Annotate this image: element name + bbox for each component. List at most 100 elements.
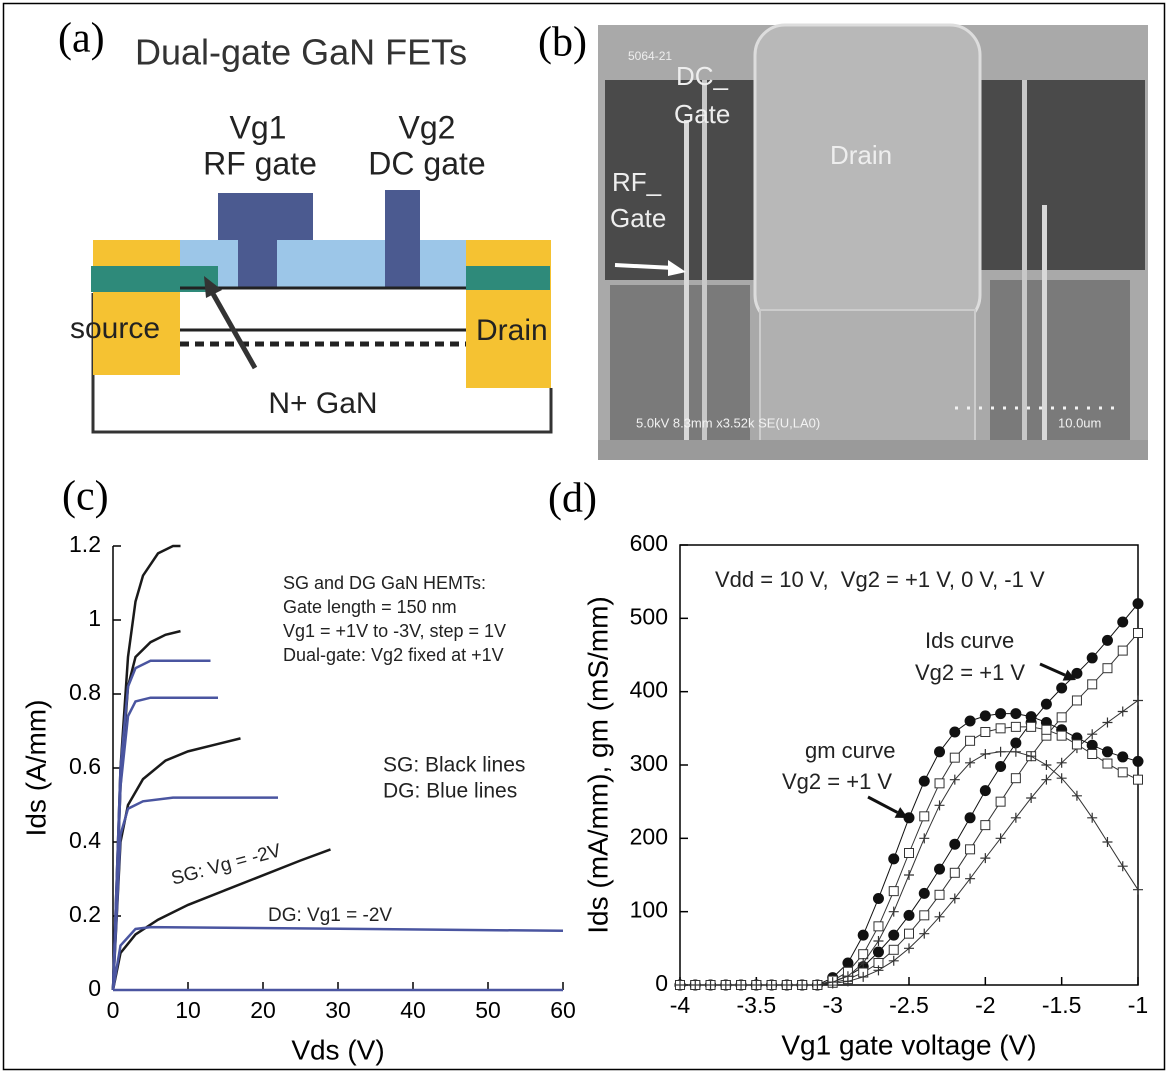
gate-label: Vg1 — [230, 109, 287, 145]
marker — [873, 947, 884, 958]
marker — [935, 779, 944, 788]
marker — [995, 708, 1006, 719]
marker — [919, 776, 930, 787]
marker — [904, 910, 915, 921]
marker — [981, 821, 990, 830]
marker — [980, 710, 991, 721]
marker — [920, 911, 929, 920]
y-tick-label: 100 — [630, 897, 668, 923]
x-tick-label: 20 — [250, 997, 276, 1023]
marker — [1103, 759, 1112, 768]
marker — [980, 785, 991, 796]
x-axis-title: Vg1 gate voltage (V) — [781, 1029, 1036, 1060]
y-tick-label: 300 — [630, 750, 668, 776]
sem-label: Gate — [610, 203, 666, 233]
sem-drain-pad — [755, 25, 980, 325]
annotation: Dual-gate: Vg2 fixed at +1V — [283, 645, 504, 665]
marker — [1118, 646, 1127, 655]
annotation: Vdd = 10 V, Vg2 = +1 V, 0 V, -1 V — [715, 567, 1045, 592]
sem-gate — [1042, 205, 1047, 450]
x-tick-label: -2 — [975, 992, 995, 1018]
marker — [965, 812, 976, 823]
micrograph: 5064-21 DC_ Gate RF_ Gate Drain 5.0kV 8.… — [598, 25, 1148, 460]
marker — [888, 853, 899, 864]
rf-gate — [218, 193, 313, 240]
diagram-title: Dual-gate GaN FETs — [135, 32, 467, 73]
y-tick-label: 500 — [630, 603, 668, 629]
marker — [981, 728, 990, 737]
marker — [1134, 629, 1143, 638]
marker — [934, 864, 945, 875]
y-tick-label: 0 — [88, 975, 101, 1001]
marker — [949, 727, 960, 738]
x-tick-label: -3 — [822, 992, 842, 1018]
marker — [1134, 775, 1143, 784]
marker — [1087, 652, 1098, 663]
panel-label: (a) — [58, 16, 105, 62]
marker — [873, 893, 884, 904]
sem-scale: 10.0um — [1058, 415, 1101, 430]
x-tick-label: -1 — [1128, 992, 1148, 1018]
figure: (a) (b) (c) (d) Dual-gate GaN FETs Vg1 R… — [0, 0, 1169, 1074]
x-tick-label: -1.5 — [1042, 992, 1082, 1018]
sem-border — [598, 440, 1148, 460]
rf-gate — [238, 240, 277, 288]
marker — [920, 812, 929, 821]
x-tick-label: 10 — [175, 997, 201, 1023]
y-tick-label: 1.2 — [69, 531, 101, 557]
y-tick-label: 600 — [630, 530, 668, 556]
sem-region — [980, 80, 1145, 270]
marker — [934, 746, 945, 757]
gate-label: RF gate — [203, 145, 317, 181]
x-tick-label: -4 — [670, 992, 691, 1018]
gate-label: DC gate — [368, 145, 485, 181]
marker — [919, 888, 930, 899]
sem-gate — [684, 120, 689, 450]
panel-label: (d) — [548, 476, 597, 522]
annotation: Gate length = 150 nm — [283, 597, 457, 617]
gate-label: Vg2 — [399, 109, 456, 145]
x-tick-label: 60 — [550, 997, 576, 1023]
marker — [996, 797, 1005, 806]
marker — [1072, 696, 1081, 705]
annotation: Ids curve — [925, 628, 1014, 653]
marker — [950, 868, 959, 877]
marker — [1103, 664, 1112, 673]
marker — [1057, 731, 1066, 740]
x-tick-label: 50 — [475, 997, 501, 1023]
marker — [965, 716, 976, 727]
marker — [1011, 722, 1020, 731]
marker — [1102, 746, 1113, 757]
sem-gate — [1022, 80, 1027, 450]
marker — [1072, 740, 1081, 749]
marker — [1102, 635, 1113, 646]
marker — [1133, 598, 1144, 609]
marker — [1118, 768, 1127, 777]
marker — [949, 839, 960, 850]
drain-label: Drain — [476, 314, 548, 347]
annotation: SG and DG GaN HEMTs: — [283, 573, 486, 593]
y-tick-label: 400 — [630, 677, 668, 703]
n-gan-layer — [466, 266, 550, 290]
marker — [1027, 722, 1036, 731]
marker — [889, 887, 898, 896]
marker — [874, 922, 883, 931]
y-tick-label: 1 — [88, 605, 101, 631]
marker — [1088, 750, 1097, 759]
source-label: source — [70, 312, 160, 345]
x-tick-label: 40 — [400, 997, 426, 1023]
sem-label: DC_ — [676, 61, 729, 91]
sem-label: Gate — [674, 99, 730, 129]
marker — [995, 761, 1006, 772]
marker — [1011, 774, 1020, 783]
marker — [966, 736, 975, 745]
marker — [966, 845, 975, 854]
annotation: SG: Black lines — [383, 754, 525, 777]
annotation: Vg2 = +1 V — [915, 660, 1025, 685]
y-tick-label: 0.6 — [69, 753, 101, 779]
sem-gate — [702, 80, 707, 450]
marker — [905, 929, 914, 938]
marker — [1041, 699, 1052, 710]
y-tick-label: 0.4 — [69, 827, 101, 853]
annotation: Vg1 = +1V to -3V, step = 1V — [283, 621, 506, 641]
